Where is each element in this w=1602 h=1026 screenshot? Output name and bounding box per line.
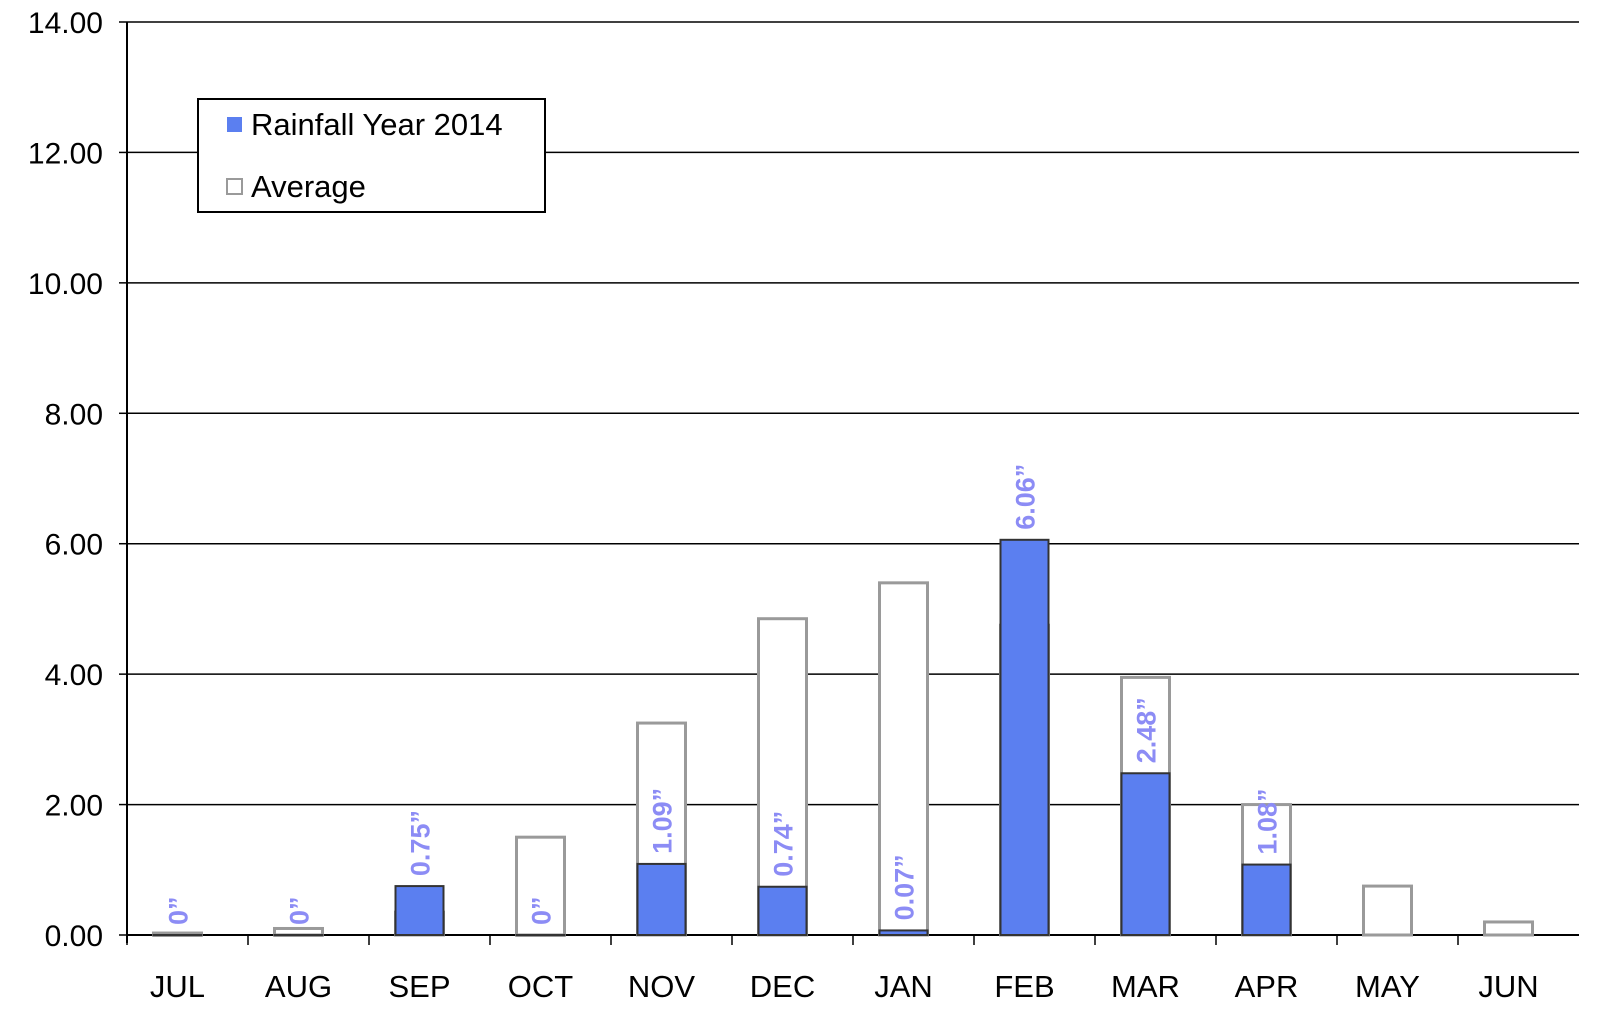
y-tick-label: 4.00: [45, 659, 103, 692]
x-tick-label: APR: [1235, 969, 1299, 1004]
bar: [394, 885, 445, 937]
x-tick-label: JUL: [150, 969, 205, 1004]
data-label: 0.07”: [890, 854, 920, 920]
bar: [273, 934, 324, 937]
y-tick-label: 12.00: [28, 137, 103, 170]
bar: [878, 929, 929, 936]
legend: Rainfall Year 2014 Average: [197, 98, 546, 213]
x-tick-label: SEP: [388, 969, 450, 1004]
x-tick-label: JUN: [1478, 969, 1538, 1004]
x-tick-label: NOV: [628, 969, 696, 1004]
bar: [1483, 920, 1534, 937]
data-label: 1.08”: [1253, 789, 1283, 855]
y-tick-label: 2.00: [45, 790, 103, 823]
data-label: 0.74”: [769, 811, 799, 877]
x-tick-label: FEB: [994, 969, 1054, 1004]
data-label: 2.48”: [1132, 697, 1162, 763]
legend-label: Average: [251, 169, 366, 204]
bar: [515, 934, 566, 937]
x-tick-label: JAN: [874, 969, 933, 1004]
y-tick-label: 14.00: [28, 7, 103, 40]
data-label: 6.06”: [1011, 464, 1041, 530]
y-tick-label: 0.00: [45, 920, 103, 953]
bar: [152, 934, 203, 937]
y-tick-label: 10.00: [28, 268, 103, 301]
bar: [515, 835, 566, 937]
legend-swatch: [226, 178, 243, 195]
x-tick-label: MAY: [1355, 969, 1420, 1004]
x-tick-label: MAR: [1111, 969, 1180, 1004]
y-tick-label: 8.00: [45, 398, 103, 431]
bar: [999, 538, 1050, 937]
x-tick-label: OCT: [508, 969, 574, 1004]
bar: [757, 617, 808, 937]
data-label: 0.75”: [406, 810, 436, 876]
legend-label: Rainfall Year 2014: [251, 107, 503, 142]
bar: [1362, 884, 1413, 937]
bar: [1241, 863, 1292, 936]
legend-swatch: [227, 117, 242, 132]
y-tick-label: 6.00: [45, 529, 103, 562]
legend-box: [197, 98, 546, 213]
bar: [757, 885, 808, 937]
bar: [1120, 772, 1171, 936]
data-label: 0”: [164, 896, 194, 925]
data-label: 0”: [527, 896, 557, 925]
x-tick-label: DEC: [750, 969, 815, 1004]
data-label: 1.09”: [648, 788, 678, 854]
x-tick-label: AUG: [265, 969, 332, 1004]
bar: [636, 862, 687, 937]
data-label: 0”: [285, 896, 315, 925]
